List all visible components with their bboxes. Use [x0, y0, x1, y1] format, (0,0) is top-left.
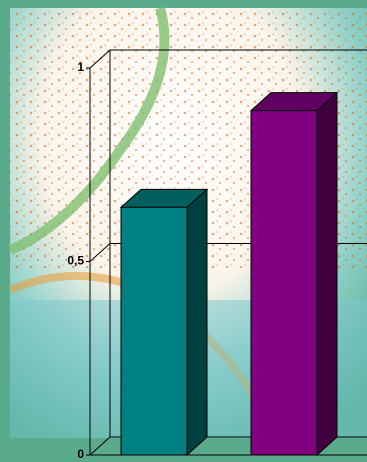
- y-tick-label: 0: [77, 447, 84, 461]
- bar-side: [316, 91, 338, 457]
- bar-side: [186, 188, 208, 457]
- bar: [250, 110, 318, 456]
- bar: [120, 206, 188, 456]
- grid-line: [89, 49, 367, 69]
- y-tick-label: 1: [77, 60, 84, 74]
- y-tick-label: 0,5: [67, 254, 84, 268]
